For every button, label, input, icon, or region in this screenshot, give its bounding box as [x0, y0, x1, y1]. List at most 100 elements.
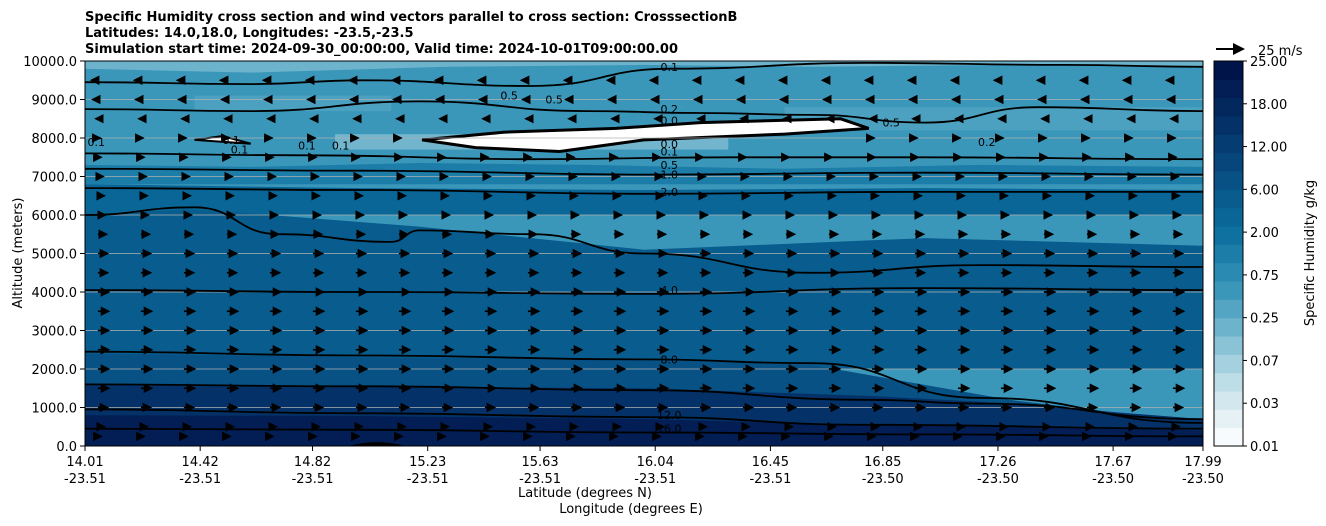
colorbar-segment: [1214, 372, 1243, 392]
x-tick-label-longitude: -23.50: [862, 472, 904, 487]
quiver-key-label: 25 m/s: [1258, 44, 1303, 59]
colorbar-tick-label: 0.01: [1250, 440, 1279, 455]
plot-area: 0.10.5 0.50.20.0 0.50.20.00.10.51.02.04.08…: [85, 61, 1203, 446]
colorbar-segment: [1214, 171, 1243, 190]
contour-label: 0.1: [231, 144, 249, 157]
contour-label: 0.1: [661, 61, 679, 74]
colorbar-segment: [1214, 281, 1243, 300]
x-tick-label-latitude: 15.63: [521, 455, 558, 470]
x-tick-label-longitude: -23.51: [749, 472, 791, 487]
colorbar-segment: [1214, 262, 1243, 282]
contour-label: 0.2: [661, 103, 679, 116]
contour-line: [85, 287, 1203, 295]
colorbar-segment: [1214, 152, 1243, 172]
colorbar-tick-label: 0.03: [1250, 397, 1279, 412]
contour-layer: [85, 61, 1203, 438]
colorbar-tick-label: 0.07: [1250, 354, 1279, 369]
y-axis-label: Altitude (meters): [11, 198, 26, 309]
y-tick-label: 6000.0: [32, 209, 78, 224]
contour-label-layer: 0.10.5 0.50.20.0 0.50.20.00.10.51.02.04.08…: [87, 61, 995, 436]
y-tick-label: 9000.0: [32, 94, 78, 109]
x-tick-label-longitude: -23.51: [634, 472, 676, 487]
contour-line: [85, 427, 1203, 438]
colorbar-frame: [1213, 60, 1244, 447]
contour-line: [85, 187, 1203, 195]
y-tick-label: 3000.0: [32, 325, 78, 340]
colorbar-segment: [1214, 354, 1243, 374]
colorbar-tick-label: 0.75: [1250, 269, 1279, 284]
x-tick-label-latitude: 15.23: [409, 455, 446, 470]
x-tick-label-longitude: -23.51: [64, 472, 106, 487]
contour-line: [85, 167, 1203, 176]
y-axis-ticks: 0.0 1000.0 2000.0 3000.0 4000.0 5000.0 6000.0 7…: [23, 55, 85, 455]
colorbar-segment: [1214, 336, 1243, 355]
contour-line: [85, 383, 1203, 420]
colorbar-tick-label: 2.00: [1250, 226, 1279, 241]
colorbar-segment: [1214, 226, 1243, 245]
contour-label: 12.0: [657, 409, 682, 422]
contour-line: [85, 152, 1203, 161]
contour-line: [85, 100, 1203, 124]
colorbar-segment: [1214, 207, 1243, 227]
colorbar-segment: [1214, 299, 1243, 319]
contour-label: 1.0: [661, 169, 679, 182]
colorbar-segment: [1214, 189, 1243, 209]
contour-label: 0.1: [87, 136, 105, 149]
terrain: [349, 442, 406, 446]
contour-label: 0.5: [882, 117, 900, 130]
contour-label: 2.0: [661, 186, 679, 199]
colorbar-segment: [1214, 244, 1243, 264]
contour-label: 16.0: [657, 423, 682, 436]
colorbar-tick-label: 18.00: [1250, 98, 1287, 113]
x-tick-label-longitude: -23.51: [519, 472, 561, 487]
x-tick-label-latitude: 14.01: [66, 455, 103, 470]
x-tick-label-latitude: 16.04: [637, 455, 674, 470]
colorbar-segment: [1214, 134, 1243, 154]
colorbar: 0.01 0.03 0.07 0.25 0.75 2.00 6.00 12.00 18.00 25…: [1214, 55, 1287, 455]
x-tick-label-longitude: -23.50: [977, 472, 1019, 487]
contour-label: 0.0: [661, 115, 679, 128]
colorbar-label: Specific Humidity g/kg: [1303, 180, 1318, 326]
y-tick-label: 8000.0: [32, 132, 78, 147]
contour-label: 4.0: [661, 284, 679, 297]
x-axis-ticks: 14.01 -23.51 14.42 -23.51 14.82 -23.51 15.23 -2…: [64, 446, 1224, 487]
y-tick-label: 0.0: [56, 440, 77, 455]
contour-label: 0.0: [661, 138, 679, 151]
contour-line: [85, 61, 1203, 87]
colorbar-segment: [1214, 97, 1243, 117]
y-tick-label: 10000.0: [23, 55, 77, 70]
contour-label: 0.5: [500, 90, 518, 103]
x-tick-label-latitude: 17.26: [979, 455, 1016, 470]
colorbar-segment: [1214, 409, 1243, 429]
contour-line: [85, 350, 1203, 424]
colorbar-segment: [1214, 61, 1243, 80]
y-tick-label: 2000.0: [32, 363, 78, 378]
chart-title-line-1: Specific Humidity cross section and wind…: [85, 10, 737, 25]
colorbar-tick-label: 25.00: [1250, 55, 1287, 70]
contour-label: 0.1: [332, 140, 350, 153]
contour-label: 8.0: [661, 353, 679, 366]
dry-pocket: [421, 117, 870, 154]
contour-label: 0.5: [661, 159, 679, 172]
x-tick-label-latitude: 14.42: [182, 455, 219, 470]
x-tick-label-longitude: -23.51: [179, 472, 221, 487]
contour-label: 0.1: [222, 134, 240, 147]
colorbar-segment: [1214, 79, 1243, 99]
contour-label: 0.2: [978, 136, 996, 149]
x-tick-label-longitude: -23.50: [1092, 472, 1134, 487]
quiver-key: 25 m/s: [1216, 43, 1303, 59]
contour-label: 0.1: [661, 145, 679, 158]
x-tick-label-longitude: -23.50: [1182, 472, 1224, 487]
colorbar-segment: [1214, 116, 1243, 135]
contour-label: 0.5: [545, 94, 563, 107]
y-tick-label: 1000.0: [32, 402, 78, 417]
colorbar-tick-label: 12.00: [1250, 141, 1287, 156]
x-tick-label-latitude: 14.82: [294, 455, 331, 470]
contour-label: 0.1: [298, 140, 316, 153]
humidity-band: [784, 107, 1203, 131]
y-tick-label: 5000.0: [32, 248, 78, 263]
chart-title-line-3: Simulation start time: 2024-09-30_00:00:…: [85, 42, 678, 57]
colorbar-tick-label: 0.25: [1250, 312, 1279, 327]
x-axis-label-longitude: Longitude (degrees E): [559, 502, 703, 517]
